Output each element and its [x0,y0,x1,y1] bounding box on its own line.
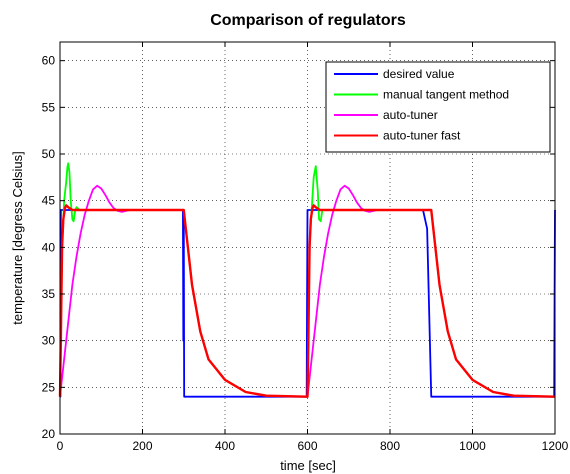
y-tick-label: 20 [42,427,56,441]
y-tick-label: 45 [42,194,56,208]
series-layer [58,162,556,398]
ticks: 0 200 400 600 800 1000 1200 20 25 30 35 40 45 50 55 60 [42,42,569,453]
y-tick-label: 40 [42,240,56,254]
x-tick-label: 0 [57,439,64,453]
y-tick-label: 30 [42,334,56,348]
legend: desired value manual tangent method auto-t… [325,61,551,153]
x-tick-label: 1000 [459,439,486,453]
x-tick-label: 1200 [542,439,569,453]
x-tick-label: 600 [297,439,317,453]
legend-label-3: auto-tuner [383,108,438,122]
series-line-4 [58,204,556,398]
x-tick-label: 400 [215,439,235,453]
y-tick-label: 55 [42,100,56,114]
y-tick-label: 50 [42,147,56,161]
legend-label-2: manual tangent method [383,88,509,102]
y-tick-label: 60 [42,54,56,68]
y-tick-label: 35 [42,287,56,301]
x-tick-label: 800 [380,439,400,453]
x-tick-label: 200 [132,439,152,453]
y-tick-label: 25 [42,380,56,394]
legend-label-1: desired value [383,67,455,81]
chart-title: Comparison of regulators [210,12,406,29]
x-axis-label: time [sec] [280,458,336,473]
legend-box [325,61,551,153]
legend-label-4: auto-tuner fast [383,129,461,143]
y-axis-label: temperature [degress Celsius] [10,151,25,324]
